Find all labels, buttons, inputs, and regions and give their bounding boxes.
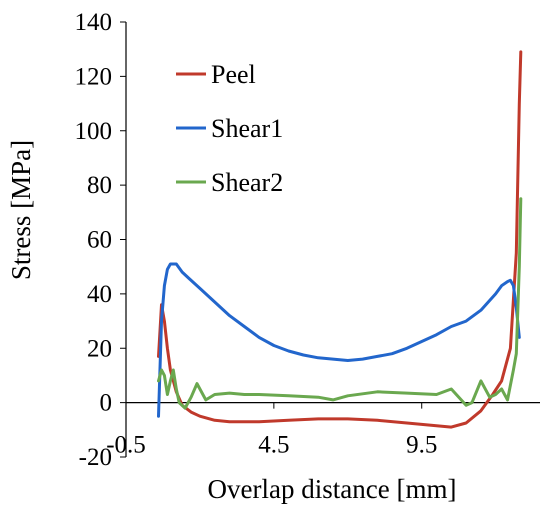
y-tick-label: -20 — [79, 444, 112, 471]
x-axis-title: Overlap distance [mm] — [208, 474, 457, 504]
legend-label-shear1: Shear1 — [211, 114, 283, 143]
x-ticks: -0.5 4.5 9.5 — [106, 402, 437, 459]
y-tick-label: 20 — [87, 335, 112, 362]
x-tick-label: -0.5 — [106, 432, 146, 459]
x-tick-label: 9.5 — [406, 432, 437, 459]
legend-label-shear2: Shear2 — [211, 168, 283, 197]
y-tick-label: 0 — [100, 390, 113, 417]
legend-label-peel: Peel — [211, 60, 256, 89]
series-line-peel — [157, 50, 523, 429]
series-lines — [157, 50, 523, 429]
y-tick-label: 120 — [75, 63, 113, 90]
y-ticks: -20 0 20 40 60 80 100 120 140 — [75, 9, 126, 471]
series-line-shear2 — [157, 197, 523, 410]
legend: Peel Shear1 Shear2 — [176, 60, 283, 197]
y-axis-title: Stress [MPa] — [6, 140, 36, 280]
y-tick-label: 60 — [87, 227, 112, 254]
y-tick-label: 100 — [75, 118, 113, 145]
x-tick-label: 4.5 — [258, 432, 289, 459]
y-tick-label: 80 — [87, 172, 112, 199]
y-tick-label: 40 — [87, 281, 112, 308]
y-tick-label: 140 — [75, 9, 113, 36]
series-line-shear1 — [157, 262, 521, 418]
